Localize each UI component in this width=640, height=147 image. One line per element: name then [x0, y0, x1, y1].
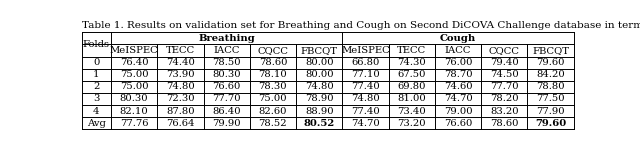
Text: 77.70: 77.70 — [490, 82, 518, 91]
Text: 77.76: 77.76 — [120, 119, 148, 128]
Text: 78.30: 78.30 — [259, 82, 287, 91]
Text: 81.00: 81.00 — [397, 95, 426, 103]
Text: 73.90: 73.90 — [166, 70, 195, 79]
Text: 76.40: 76.40 — [120, 58, 148, 67]
Text: IACC: IACC — [445, 46, 471, 55]
Text: 82.10: 82.10 — [120, 107, 148, 116]
Text: Breathing: Breathing — [198, 34, 255, 43]
Text: 84.20: 84.20 — [536, 70, 565, 79]
Text: 88.90: 88.90 — [305, 107, 333, 116]
Text: 77.40: 77.40 — [351, 107, 380, 116]
Text: 78.52: 78.52 — [259, 119, 287, 128]
Text: 73.40: 73.40 — [397, 107, 426, 116]
Text: TECC: TECC — [166, 46, 195, 55]
Text: 0: 0 — [93, 58, 99, 67]
Text: TECC: TECC — [397, 46, 426, 55]
Text: 74.70: 74.70 — [444, 95, 472, 103]
Text: 77.40: 77.40 — [351, 82, 380, 91]
Text: 76.60: 76.60 — [444, 119, 472, 128]
Text: 3: 3 — [93, 95, 99, 103]
Text: 77.70: 77.70 — [212, 95, 241, 103]
Text: CQCC: CQCC — [257, 46, 289, 55]
Text: 1: 1 — [93, 70, 100, 79]
Text: 67.50: 67.50 — [397, 70, 426, 79]
Text: 74.70: 74.70 — [351, 119, 380, 128]
Text: 86.40: 86.40 — [212, 107, 241, 116]
Text: 76.00: 76.00 — [444, 58, 472, 67]
Text: FBCQT: FBCQT — [532, 46, 569, 55]
Text: 75.00: 75.00 — [259, 95, 287, 103]
Text: 78.20: 78.20 — [490, 95, 518, 103]
Text: 79.60: 79.60 — [535, 119, 566, 128]
Text: 78.60: 78.60 — [490, 119, 518, 128]
Text: 80.30: 80.30 — [120, 95, 148, 103]
Text: 77.50: 77.50 — [536, 95, 565, 103]
Text: 78.90: 78.90 — [305, 95, 333, 103]
Text: 76.60: 76.60 — [212, 82, 241, 91]
Text: 77.10: 77.10 — [351, 70, 380, 79]
Text: 80.00: 80.00 — [305, 70, 333, 79]
Text: 78.80: 78.80 — [536, 82, 565, 91]
Text: 79.40: 79.40 — [490, 58, 518, 67]
Text: 78.10: 78.10 — [259, 70, 287, 79]
Text: 73.20: 73.20 — [397, 119, 426, 128]
Text: 79.60: 79.60 — [536, 58, 564, 67]
Text: 75.00: 75.00 — [120, 82, 148, 91]
Text: 76.64: 76.64 — [166, 119, 195, 128]
Text: MeISPEC: MeISPEC — [341, 46, 390, 55]
Text: 74.80: 74.80 — [305, 82, 333, 91]
Text: 83.20: 83.20 — [490, 107, 518, 116]
Text: Folds: Folds — [83, 40, 110, 49]
Text: 66.80: 66.80 — [351, 58, 380, 67]
Text: 74.40: 74.40 — [166, 58, 195, 67]
Text: 74.80: 74.80 — [351, 95, 380, 103]
Text: Cough: Cough — [440, 34, 476, 43]
Text: 78.50: 78.50 — [212, 58, 241, 67]
Text: MeISPEC: MeISPEC — [109, 46, 159, 55]
Text: 74.80: 74.80 — [166, 82, 195, 91]
Text: 78.70: 78.70 — [444, 70, 472, 79]
Text: CQCC: CQCC — [489, 46, 520, 55]
Text: 80.30: 80.30 — [212, 70, 241, 79]
Text: 74.30: 74.30 — [397, 58, 426, 67]
Text: 2: 2 — [93, 82, 99, 91]
Text: 69.80: 69.80 — [397, 82, 426, 91]
Text: 74.60: 74.60 — [444, 82, 472, 91]
Text: FBCQT: FBCQT — [301, 46, 338, 55]
Text: 78.60: 78.60 — [259, 58, 287, 67]
Text: 80.52: 80.52 — [303, 119, 335, 128]
Text: Table 1. Results on validation set for Breathing and Cough on Second DiCOVA Chal: Table 1. Results on validation set for B… — [81, 21, 640, 30]
Text: 79.90: 79.90 — [212, 119, 241, 128]
Text: 4: 4 — [93, 107, 100, 116]
Text: 74.50: 74.50 — [490, 70, 518, 79]
Text: 82.60: 82.60 — [259, 107, 287, 116]
Text: IACC: IACC — [213, 46, 240, 55]
Text: 79.00: 79.00 — [444, 107, 472, 116]
Text: 87.80: 87.80 — [166, 107, 195, 116]
Text: 72.30: 72.30 — [166, 95, 195, 103]
Text: 75.00: 75.00 — [120, 70, 148, 79]
Text: Avg: Avg — [87, 119, 106, 128]
Text: 80.00: 80.00 — [305, 58, 333, 67]
Text: 77.90: 77.90 — [536, 107, 565, 116]
